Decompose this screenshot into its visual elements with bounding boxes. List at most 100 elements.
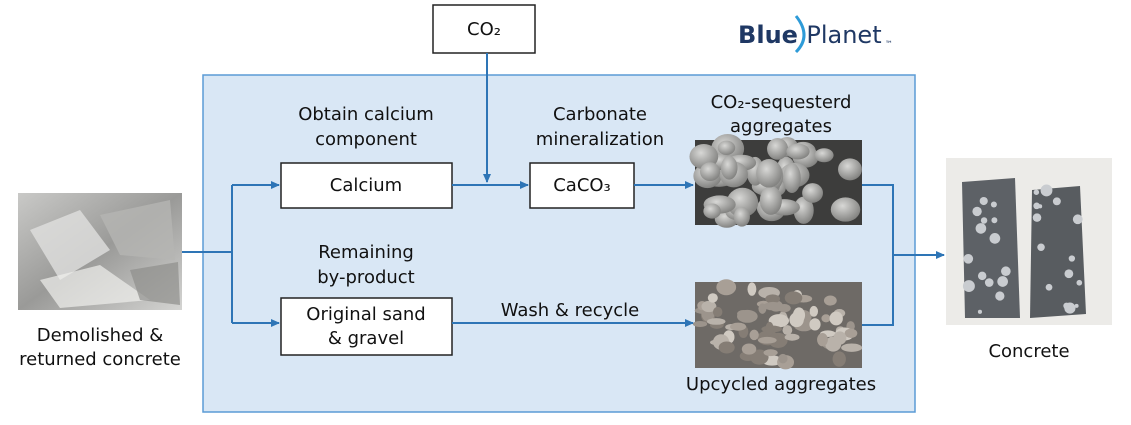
texture: [1073, 214, 1083, 224]
demolished-photo: [18, 193, 182, 310]
texture: [786, 144, 809, 160]
texture: [817, 333, 828, 346]
texture: [730, 323, 746, 331]
texture: [1001, 266, 1011, 276]
texture: [747, 282, 756, 295]
texture: [778, 354, 787, 364]
texture: [783, 163, 801, 193]
source-label-2: returned concrete: [19, 349, 181, 370]
concrete-label: Concrete: [988, 341, 1069, 362]
texture: [1033, 203, 1040, 210]
texture: [978, 310, 982, 314]
texture: [972, 207, 981, 216]
texture: [831, 197, 860, 221]
source-label-1: Demolished &: [37, 325, 164, 346]
texture: [830, 312, 843, 326]
texture: [1041, 185, 1053, 197]
texture: [758, 303, 766, 314]
texture: [765, 322, 773, 336]
texture: [1034, 189, 1039, 194]
wash-label: Wash & recycle: [501, 300, 640, 321]
calcium-label: Calcium: [330, 175, 402, 196]
texture: [991, 217, 997, 223]
texture: [1046, 284, 1053, 291]
texture: [700, 162, 720, 181]
texture: [963, 280, 975, 292]
texture: [802, 183, 823, 203]
sand-label-1: Original sand: [306, 304, 425, 325]
texture: [963, 254, 973, 264]
texture: [718, 141, 735, 155]
texture: [737, 310, 758, 323]
texture: [789, 312, 803, 327]
texture: [703, 204, 720, 219]
texture: [719, 342, 735, 354]
texture: [833, 331, 846, 344]
carbonate-caption-1: Carbonate: [553, 104, 647, 125]
texture: [742, 344, 756, 355]
texture: [716, 279, 736, 295]
texture: [708, 293, 718, 302]
texture: [785, 291, 803, 304]
carbonate-caption-2: mineralization: [536, 129, 664, 150]
texture: [1075, 304, 1079, 308]
texture: [721, 156, 738, 180]
texture: [978, 272, 986, 280]
texture: [809, 318, 820, 330]
texture: [845, 329, 858, 338]
texture: [693, 321, 707, 327]
texture: [991, 202, 997, 208]
texture: [997, 276, 1008, 287]
concrete-photo: [946, 158, 1112, 325]
sequestered-photo: [689, 134, 862, 228]
byproduct-caption-2: by-product: [317, 267, 415, 288]
caco3-label: CaCO₃: [553, 175, 611, 196]
sequestered-caption-1: CO₂-sequesterd: [711, 92, 852, 113]
texture: [785, 334, 800, 341]
sequestered-caption-2: aggregates: [730, 116, 832, 137]
texture: [734, 207, 750, 227]
texture: [833, 351, 846, 366]
texture: [1033, 213, 1042, 222]
logo-planet: Planet: [806, 21, 881, 49]
texture: [981, 217, 987, 223]
texture: [1064, 269, 1073, 278]
texture: [1053, 197, 1061, 205]
texture: [767, 138, 788, 160]
logo-tm: ™: [885, 40, 893, 49]
texture: [821, 314, 830, 322]
calcium-caption-2: component: [315, 129, 417, 150]
texture: [841, 344, 862, 352]
page: Blue Planet ™ CO₂ Demolished & returned …: [0, 0, 1131, 425]
texture: [980, 197, 988, 205]
texture: [758, 337, 777, 344]
byproduct-caption-1: Remaining: [318, 242, 414, 263]
logo-blue: Blue: [738, 21, 798, 49]
logo: Blue Planet ™: [738, 16, 893, 52]
texture: [985, 278, 994, 287]
texture: [976, 223, 987, 234]
texture: [838, 158, 862, 180]
upcycled-caption: Upcycled aggregates: [686, 374, 876, 395]
sand-label-2: & gravel: [328, 328, 404, 349]
texture: [815, 148, 834, 162]
texture: [995, 291, 1004, 300]
texture: [707, 318, 726, 325]
texture: [1037, 243, 1045, 251]
texture: [1064, 303, 1075, 314]
texture: [756, 159, 782, 187]
texture: [1076, 280, 1082, 286]
texture: [782, 325, 792, 335]
upcycled-photo: [693, 279, 862, 369]
texture: [824, 295, 837, 305]
calcium-caption-1: Obtain calcium: [298, 104, 434, 125]
texture: [1069, 255, 1075, 261]
texture: [760, 186, 782, 215]
diagram: Blue Planet ™ CO₂ Demolished & returned …: [0, 0, 1131, 425]
co2-label: CO₂: [467, 19, 501, 40]
texture: [990, 233, 1001, 244]
texture: [713, 307, 722, 317]
texture: [764, 349, 778, 356]
texture: [810, 306, 818, 317]
texture: [750, 330, 759, 340]
